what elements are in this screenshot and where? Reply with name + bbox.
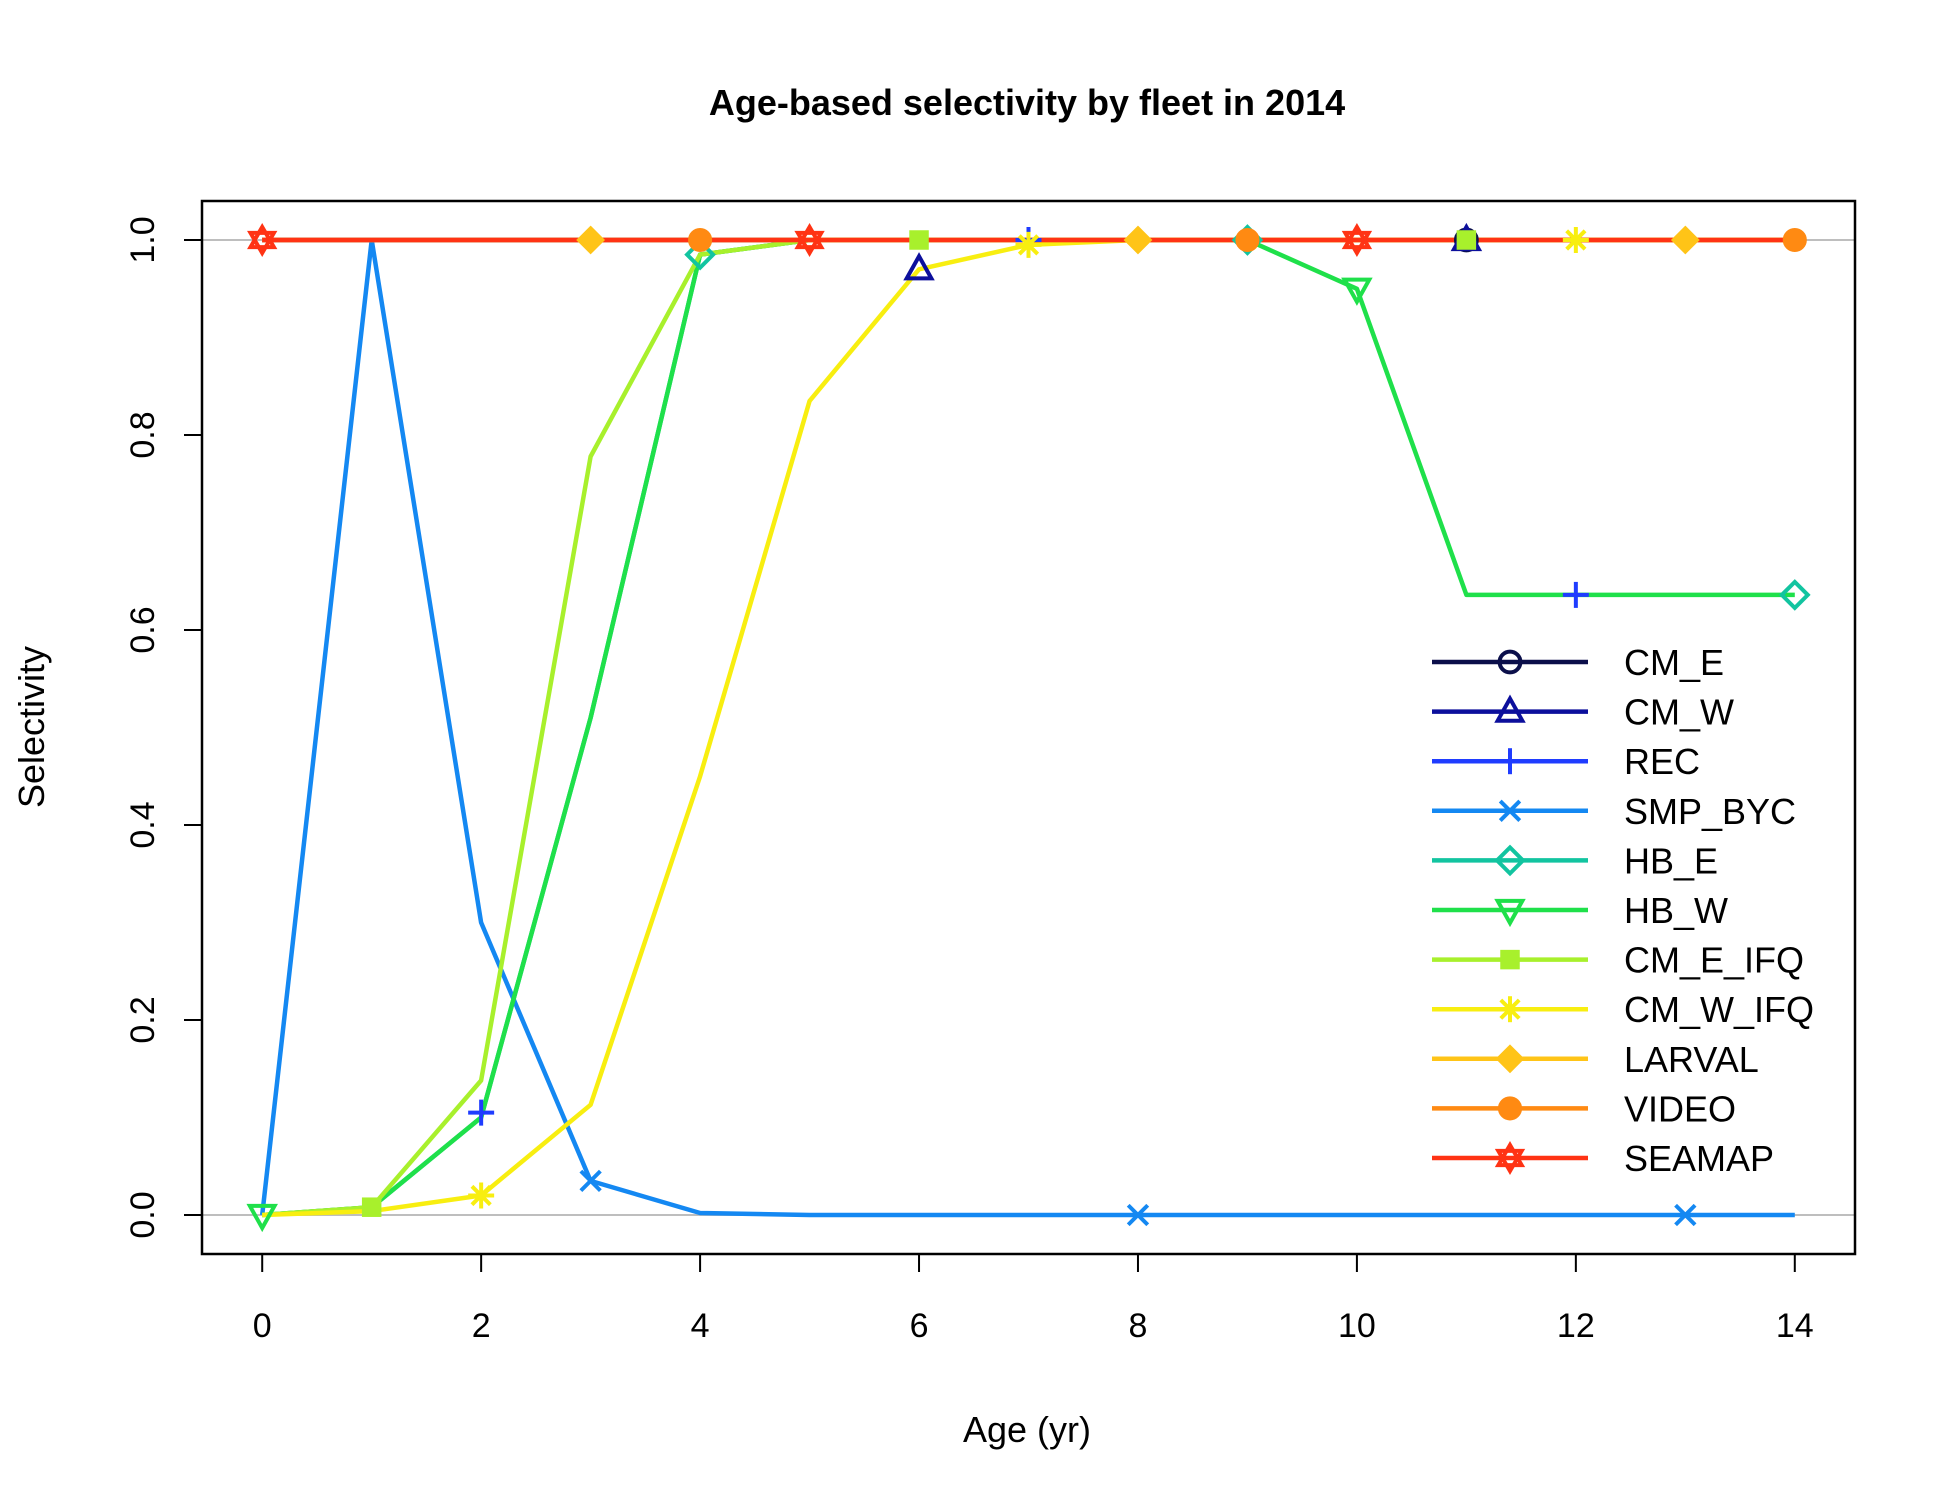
y-tick-label: 1.0 [124, 216, 162, 263]
data-point-video [688, 227, 713, 253]
y-axis-label: Selectivity [11, 646, 52, 808]
legend-marker [1497, 748, 1523, 775]
series-line-hb-w [262, 237, 1795, 1218]
data-point-cm-e-ifq [1456, 230, 1477, 250]
data-point-smp-byc [1126, 1203, 1150, 1227]
series-line-hb-e [262, 237, 1795, 1218]
y-tick-label: 0.8 [124, 411, 162, 458]
data-point-cm-w-ifq [1562, 227, 1589, 253]
legend-label: SEAMAP [1624, 1138, 1774, 1179]
x-tick-label: 2 [472, 1307, 491, 1345]
data-point-video [1782, 227, 1807, 253]
data-point-hb-e [1778, 579, 1811, 611]
data-point-cm-w-ifq [1015, 231, 1042, 258]
legend-label: SMP_BYC [1624, 791, 1796, 832]
legend-marker [1494, 1141, 1526, 1175]
data-point-cm-w [903, 252, 935, 281]
legend-item-cm-e-ifq: CM_E_IFQ [1432, 940, 1804, 981]
legend-item-hb-e: HB_E [1432, 840, 1718, 881]
legend-item-rec: REC [1432, 741, 1700, 782]
y-tick-label: 0.6 [124, 606, 162, 653]
x-tick-label: 4 [691, 1307, 710, 1345]
data-point-rec [1562, 581, 1589, 608]
legend-label: CM_E_IFQ [1624, 940, 1804, 981]
chart-title: Age-based selectivity by fleet in 2014 [709, 82, 1345, 123]
legend-label: HB_E [1624, 840, 1718, 881]
data-point-smp-byc [1674, 1203, 1697, 1227]
data-point-video [1235, 227, 1260, 253]
legend-marker [1495, 1044, 1525, 1074]
legend-marker [1497, 996, 1523, 1023]
data-point-smp-byc [579, 1169, 602, 1193]
x-tick-label: 8 [1129, 1307, 1148, 1345]
data-point-rec [468, 1099, 495, 1126]
x-tick-label: 12 [1557, 1307, 1595, 1345]
legend-label: REC [1624, 741, 1700, 782]
x-tick-label: 14 [1776, 1307, 1814, 1345]
legend-item-hb-w: HB_W [1432, 890, 1728, 931]
x-tick-label: 10 [1338, 1307, 1376, 1345]
x-axis-label: Age (yr) [963, 1409, 1091, 1450]
data-point-larval [576, 225, 606, 255]
series-markers [246, 222, 1811, 1233]
x-axis: 0 2 4 6 8 10 12 14 [253, 1253, 1814, 1345]
series-lines [259, 237, 1795, 1218]
y-axis: 0.0 0.2 0.4 0.6 0.8 1.0 [124, 216, 202, 1239]
legend-marker [1500, 949, 1520, 970]
legend-marker [1497, 1096, 1523, 1121]
legend-item-cm-w-ifq: CM_W_IFQ [1432, 989, 1814, 1030]
data-point-seamap [794, 223, 825, 257]
data-point-hb-w [1341, 277, 1373, 306]
data-point-larval [1123, 225, 1153, 255]
legend-label: VIDEO [1624, 1088, 1736, 1129]
data-point-cm-e-ifq [361, 1197, 382, 1217]
legend-item-smp-byc: SMP_BYC [1432, 791, 1796, 832]
data-point-seamap [247, 223, 278, 257]
x-tick-label: 6 [910, 1307, 929, 1345]
legend-label: CM_E [1624, 642, 1724, 683]
data-point-cm-e-ifq [909, 230, 929, 250]
legend-marker [1494, 694, 1526, 723]
data-point-larval [1670, 225, 1700, 255]
legend-label: CM_W [1624, 692, 1734, 733]
legend-label: HB_W [1624, 890, 1728, 931]
legend-item-cm-w: CM_W [1432, 692, 1734, 733]
legend: CM_E CM_W REC SMP_BYC HB_E HB_W CM_E_IFQ CM_W_I… [1432, 642, 1814, 1179]
series-line-cm-w-ifq [262, 237, 1795, 1218]
y-tick-label: 0.4 [124, 801, 162, 848]
legend-label: LARVAL [1624, 1039, 1759, 1080]
legend-item-video: VIDEO [1432, 1088, 1736, 1129]
y-tick-label: 0.2 [124, 996, 162, 1043]
data-point-cm-w-ifq [468, 1182, 495, 1209]
legend-marker [1497, 649, 1523, 675]
data-point-hb-w [246, 1203, 278, 1233]
legend-marker [1494, 844, 1526, 877]
x-tick-label: 0 [253, 1307, 272, 1345]
data-point-seamap [1341, 223, 1373, 257]
legend-marker [1498, 799, 1522, 822]
data-point-hb-e [684, 238, 716, 271]
y-tick-label: 0.0 [124, 1191, 162, 1238]
legend-item-cm-e: CM_E [1432, 642, 1724, 683]
legend-item-seamap: SEAMAP [1432, 1138, 1774, 1179]
series-line-cm-e-ifq [262, 237, 1795, 1218]
legend-item-larval: LARVAL [1432, 1039, 1759, 1080]
series-line-smp-byc [259, 237, 1795, 1218]
legend-label: CM_W_IFQ [1624, 989, 1814, 1030]
legend-marker [1494, 898, 1526, 928]
